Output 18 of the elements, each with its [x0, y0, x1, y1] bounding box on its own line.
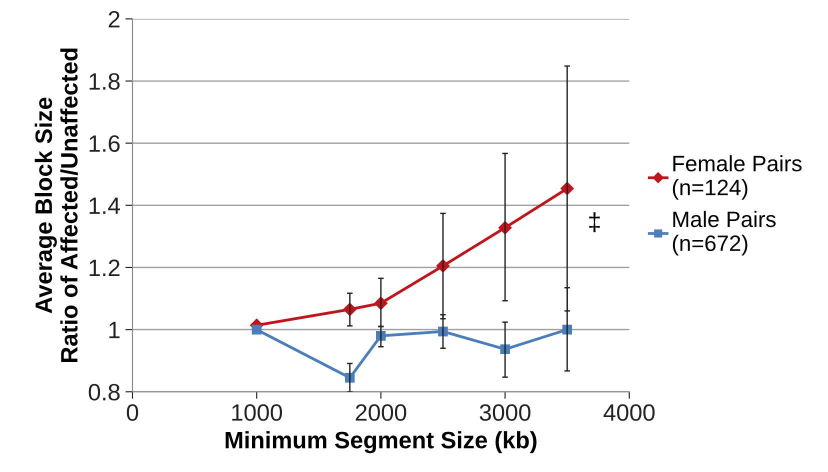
point	[252, 324, 262, 334]
x-axis-title: Minimum Segment Size (kb)	[226, 431, 536, 454]
annotation: ‡	[589, 212, 600, 232]
y-tick-label: 1.6	[90, 135, 120, 152]
x-tick-label: 3000	[480, 404, 530, 421]
y-tick-label: 1.4	[90, 198, 120, 214]
y-tick-label: 2	[108, 10, 120, 28]
legend-label: Female Pairs (n=124)	[672, 155, 802, 200]
y-tick-label: 1.8	[90, 73, 120, 90]
y-tick-label: 1	[109, 322, 120, 338]
x-tick-label: 1000	[232, 404, 282, 421]
x-tick-label: 0	[126, 404, 138, 421]
y-axis-title: Average Block Size Ratio of Affected/Unaffected	[34, 48, 78, 362]
x-tick-label: 2000	[356, 404, 406, 421]
legend-label: Male Pairs (n=672)	[672, 210, 776, 256]
y-tick-label: 0.8	[88, 384, 120, 401]
x-tick-label: 4000	[604, 404, 655, 421]
y-tick-label: 1.2	[90, 260, 120, 276]
